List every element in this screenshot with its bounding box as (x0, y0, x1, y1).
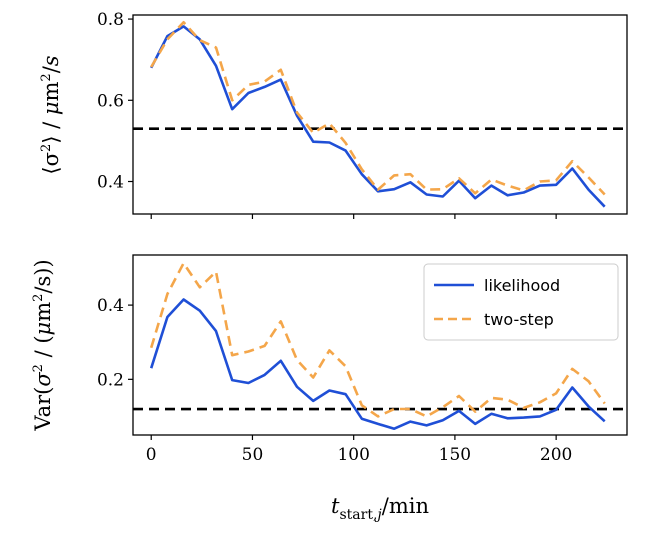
bottom-series-likelihood-line (149, 298, 606, 431)
top-ylabel-text: ⟨σ2⟩ / μm2/s (39, 55, 63, 174)
bottom-ylabel-text: Var(σ2 / (μm2/s)) (31, 259, 55, 431)
bottom-ticks: 0.2 0.4 0 50 100 150 200 (97, 296, 572, 465)
legend-box (423, 263, 619, 341)
top-ytick-label-0: 0.4 (97, 173, 124, 193)
legend: likelihood two-step (423, 263, 619, 341)
top-ticks: 0.4 0.6 0.8 (97, 10, 557, 219)
top-panel: 0.4 0.6 0.8 ⟨σ2⟩ / μm2/s (39, 10, 628, 219)
bottom-ytick-label-1: 0.4 (97, 296, 124, 316)
top-plot-area (133, 20, 627, 208)
top-series-two-step-line (150, 20, 606, 196)
bottom-ytick-label-0: 0.2 (97, 370, 124, 390)
bottom-xtick-label-2: 100 (337, 445, 369, 465)
bottom-plot-area (133, 261, 627, 431)
bottom-axes-frame (132, 254, 628, 436)
bottom-xtick-label-0: 0 (146, 445, 157, 465)
top-axes-frame (132, 14, 628, 215)
top-ytick-label-2: 0.8 (97, 10, 124, 30)
bottom-xtick-label-1: 50 (242, 445, 264, 465)
bottom-xtick-label-4: 200 (540, 445, 572, 465)
bottom-xtick-label-3: 150 (439, 445, 471, 465)
bottom-series-two-step-line (149, 261, 606, 418)
legend-two-step-label: two-step (484, 310, 554, 329)
bottom-ylabel: Var(σ2 / (μm2/s)) (31, 259, 55, 431)
top-ylabel: ⟨σ2⟩ / μm2/s (39, 55, 63, 174)
top-ytick-label-1: 0.6 (97, 91, 124, 111)
legend-likelihood-label: likelihood (484, 276, 560, 295)
top-series-likelihood-line (150, 25, 606, 208)
bottom-panel: 0.2 0.4 0 50 100 150 200 Var(σ2 / (μm2/s)) lik… (31, 254, 628, 523)
xlabel-text: tstart,j/min (331, 494, 429, 523)
xlabel: tstart,j/min (331, 494, 429, 523)
